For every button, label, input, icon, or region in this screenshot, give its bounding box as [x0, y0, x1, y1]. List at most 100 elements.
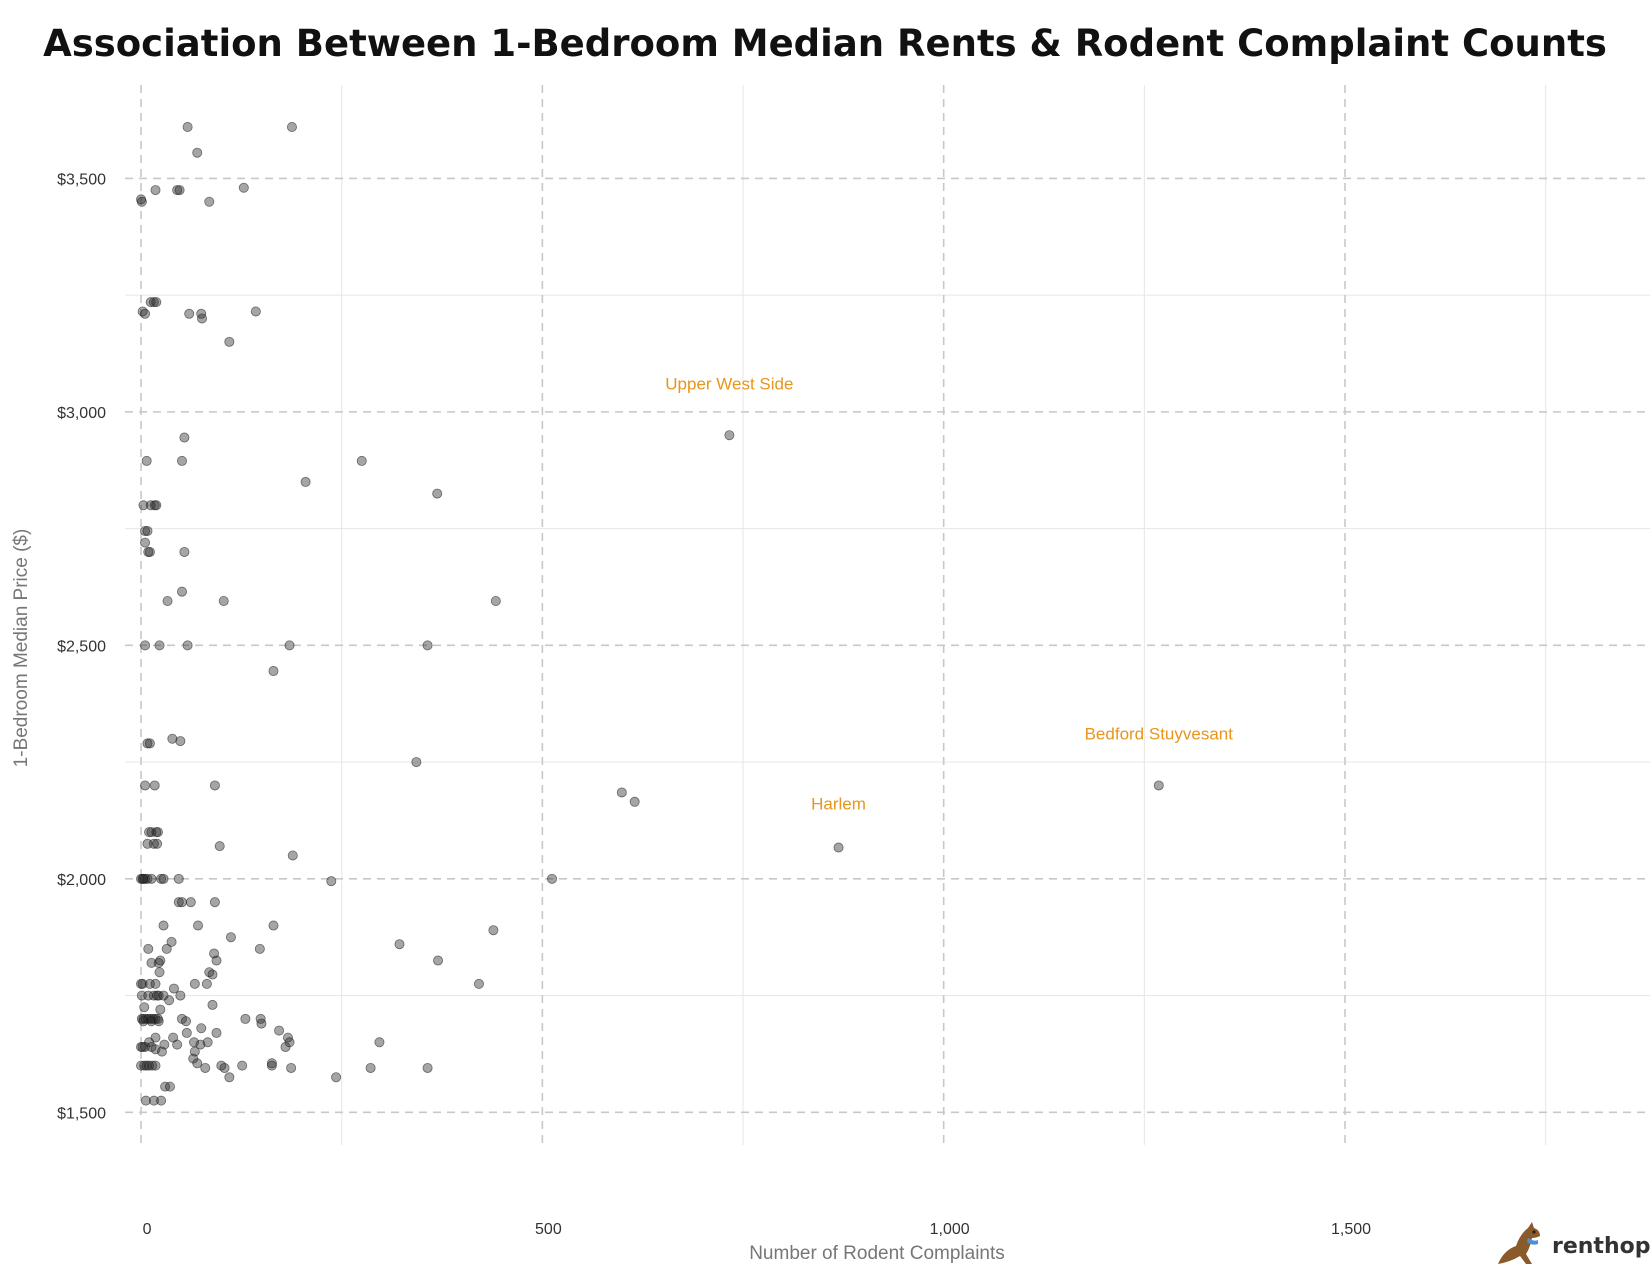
data-point	[153, 1016, 164, 1027]
data-point	[185, 897, 196, 908]
data-point	[182, 122, 193, 133]
data-point	[182, 640, 193, 651]
data-point	[146, 957, 157, 968]
data-point	[300, 476, 311, 487]
data-point	[266, 1058, 277, 1069]
data-point	[146, 873, 157, 884]
data-point	[140, 780, 151, 791]
data-point	[214, 841, 225, 852]
data-point	[141, 455, 152, 466]
data-point	[175, 990, 186, 1001]
data-point	[189, 978, 200, 989]
data-point	[140, 537, 151, 548]
data-point	[138, 500, 149, 511]
brand-name: renthop	[1552, 1234, 1650, 1259]
annotation-label: Harlem	[811, 795, 866, 814]
data-point	[218, 595, 229, 606]
data-point	[209, 897, 220, 908]
data-point	[147, 1060, 158, 1071]
x-tick-label: 500	[535, 1221, 562, 1238]
data-point	[175, 736, 186, 747]
data-point	[149, 780, 160, 791]
data-point	[197, 313, 208, 324]
data-point	[211, 1027, 222, 1038]
data-point	[204, 196, 215, 207]
data-point	[142, 738, 153, 749]
x-tick-label: 0	[143, 1221, 152, 1238]
data-point	[179, 432, 190, 443]
data-point	[152, 827, 163, 838]
data-point	[176, 586, 187, 597]
y-axis-title: 1-Bedroom Median Price ($)	[11, 529, 32, 768]
annotation-label: Upper West Side	[665, 374, 793, 393]
data-point	[136, 1060, 147, 1071]
data-point	[172, 1039, 183, 1050]
data-point	[140, 1095, 151, 1106]
data-point	[168, 983, 179, 994]
data-points	[136, 122, 1164, 1106]
data-point	[148, 297, 159, 308]
data-point	[142, 525, 153, 536]
y-tick-label: $3,000	[57, 405, 106, 422]
data-point	[150, 185, 161, 196]
data-point	[150, 1060, 161, 1071]
major-gridlines	[125, 85, 1650, 1145]
data-point	[411, 757, 422, 768]
data-point	[154, 967, 165, 978]
y-axis-ticks: $1,500 $2,000 $2,500 $3,000 $3,500	[57, 171, 106, 1122]
data-point	[158, 920, 169, 931]
data-point	[180, 1016, 191, 1027]
data-point	[224, 336, 235, 347]
chart-title: Association Between 1-Bedroom Median Ren…	[43, 22, 1607, 65]
data-point	[142, 873, 153, 884]
data-point	[144, 738, 155, 749]
data-point	[148, 1095, 159, 1106]
data-point	[207, 969, 218, 980]
data-point	[137, 978, 148, 989]
data-point	[833, 842, 844, 853]
data-point	[156, 1046, 167, 1057]
data-point	[254, 943, 265, 954]
data-point	[150, 978, 161, 989]
data-point	[225, 932, 236, 943]
data-point	[172, 185, 183, 196]
data-point	[158, 873, 169, 884]
data-point	[547, 873, 558, 884]
data-point	[156, 873, 167, 884]
data-point	[155, 1004, 166, 1015]
data-point	[266, 1060, 277, 1071]
data-point	[331, 1072, 342, 1083]
point-annotations: Upper West Side Bedford Stuyvesant Harlem	[665, 374, 1233, 813]
data-point	[219, 1062, 230, 1073]
data-point	[144, 546, 155, 557]
data-point	[148, 838, 159, 849]
data-point	[256, 1018, 267, 1029]
data-point	[140, 640, 151, 651]
data-point	[146, 1016, 157, 1027]
data-point	[164, 1081, 175, 1092]
data-point	[144, 978, 155, 989]
data-point	[152, 838, 163, 849]
data-point	[238, 182, 249, 193]
data-point	[200, 1062, 211, 1073]
data-point	[184, 308, 195, 319]
data-point	[284, 1037, 295, 1048]
data-point	[473, 978, 484, 989]
data-point	[192, 147, 203, 158]
data-point	[176, 455, 187, 466]
data-point	[173, 873, 184, 884]
data-point	[145, 297, 156, 308]
data-point	[629, 796, 640, 807]
data-point	[192, 1058, 203, 1069]
data-point	[240, 1013, 251, 1024]
data-point	[179, 546, 190, 557]
y-tick-label: $2,000	[57, 872, 106, 889]
data-point	[207, 999, 218, 1010]
data-point	[356, 455, 367, 466]
data-point	[136, 196, 147, 207]
data-point	[284, 640, 295, 651]
data-point	[176, 897, 187, 908]
data-point	[174, 185, 185, 196]
